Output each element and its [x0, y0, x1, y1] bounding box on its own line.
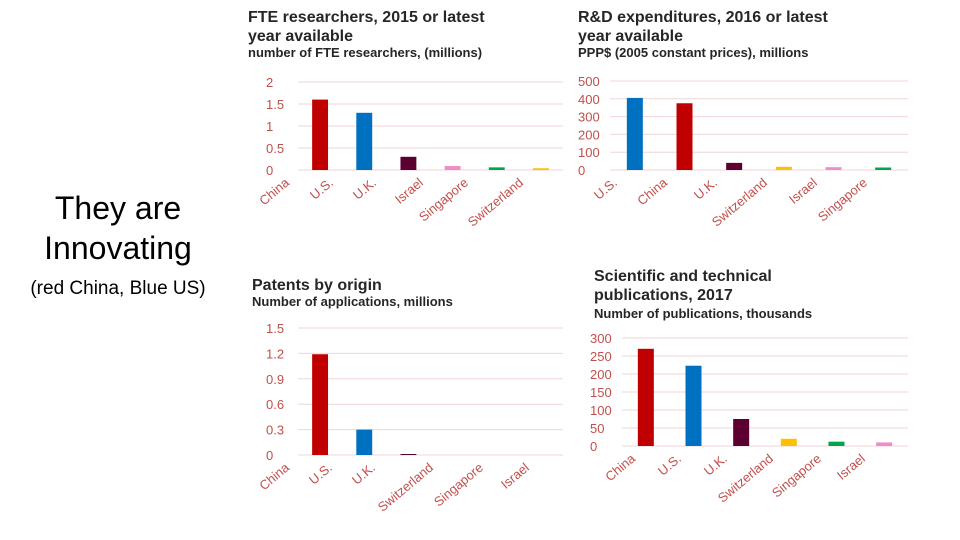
bar-u-k — [400, 156, 417, 170]
bar-u-k — [726, 162, 743, 170]
y-tick-label: 0 — [578, 163, 585, 178]
y-tick-label: 500 — [578, 74, 600, 89]
x-label-u-k: U.K. — [349, 460, 378, 488]
x-label-israel: Israel — [498, 460, 532, 492]
y-tick-label: 300 — [590, 331, 612, 346]
x-label-switzerland: Switzerland — [709, 175, 770, 230]
y-tick-label: 0.9 — [266, 372, 284, 387]
chart-title-line: R&D expenditures, 2016 or latest — [578, 9, 829, 26]
chart-title-line: year available — [578, 28, 683, 45]
slide-caption: They are Innovating (red China, Blue US) — [0, 188, 236, 300]
y-tick-label: 400 — [578, 92, 600, 107]
chart-title-line: year available — [248, 28, 353, 45]
bar-singapore — [488, 167, 505, 170]
chart-publications: Scientific and technical publications, 20… — [570, 262, 915, 532]
chart-title-line: Patents by origin — [252, 277, 382, 294]
x-label-u-k: U.K. — [701, 451, 730, 479]
x-label-china: China — [256, 459, 292, 493]
bar-china — [312, 354, 329, 455]
y-tick-label: 0 — [590, 439, 597, 454]
chart-title-line: FTE researchers, 2015 or latest — [248, 9, 485, 26]
x-label-china: China — [256, 174, 292, 208]
x-label-switzerland: Switzerland — [465, 175, 526, 230]
y-tick-label: 200 — [578, 127, 600, 142]
y-tick-label: 0 — [266, 163, 273, 178]
chart-patents: Patents by origin Number of applications,… — [238, 262, 568, 532]
x-label-u-s: U.S. — [307, 175, 336, 203]
x-label-u-s: U.S. — [591, 175, 620, 203]
x-label-china: China — [634, 174, 670, 208]
y-tick-label: 0 — [266, 448, 273, 463]
y-tick-label: 100 — [590, 403, 612, 418]
x-label-switzerland: Switzerland — [375, 460, 436, 515]
bar-u-s — [685, 365, 702, 446]
bar-singapore — [828, 441, 845, 446]
x-label-israel: Israel — [834, 451, 868, 483]
bar-israel — [444, 166, 461, 170]
y-tick-label: 100 — [578, 145, 600, 160]
chart-rd-expenditures: R&D expenditures, 2016 or latest year ava… — [570, 0, 915, 255]
bar-switzerland — [775, 166, 792, 170]
y-tick-label: 1.5 — [266, 321, 284, 336]
y-tick-label: 50 — [590, 421, 604, 436]
chart-svg: FTE researchers, 2015 or latest year avai… — [248, 9, 563, 230]
x-label-singapore: Singapore — [416, 175, 471, 225]
chart-svg: Scientific and technical publications, 20… — [590, 268, 908, 505]
x-label-u-s: U.S. — [655, 451, 684, 479]
chart-title-line: publications, 2017 — [594, 287, 733, 304]
y-tick-label: 1.2 — [266, 346, 284, 361]
x-label-china: China — [602, 450, 638, 484]
slide-heading-line1: They are — [54, 190, 182, 226]
chart-subtitle: PPP$ (2005 constant prices), millions — [578, 45, 808, 60]
bar-u-s — [626, 97, 643, 170]
y-tick-label: 300 — [578, 110, 600, 125]
chart-svg: R&D expenditures, 2016 or latest year ava… — [578, 9, 908, 230]
chart-subtitle: Number of publications, thousands — [594, 306, 812, 321]
y-tick-label: 150 — [590, 385, 612, 400]
x-label-u-k: U.K. — [691, 175, 720, 203]
x-label-israel: Israel — [786, 175, 820, 207]
y-tick-label: 0.3 — [266, 423, 284, 438]
bar-u-s — [356, 112, 373, 170]
bar-china — [637, 348, 654, 446]
x-label-u-s: U.S. — [306, 460, 335, 488]
chart-subtitle: number of FTE researchers, (millions) — [248, 45, 482, 60]
x-label-singapore: Singapore — [815, 175, 870, 225]
y-tick-label: 0.5 — [266, 141, 284, 156]
bar-israel — [876, 442, 893, 446]
slide-heading-line2: Innovating — [44, 230, 192, 266]
chart-subtitle: Number of applications, millions — [252, 294, 453, 309]
y-tick-label: 1 — [266, 119, 273, 134]
bar-israel — [825, 167, 842, 170]
y-tick-label: 2 — [266, 75, 273, 90]
x-label-u-k: U.K. — [350, 175, 379, 203]
bar-switzerland — [532, 168, 549, 170]
x-label-singapore: Singapore — [769, 451, 824, 501]
bar-singapore — [875, 167, 892, 170]
bar-switzerland — [780, 438, 797, 446]
bar-u-k — [733, 419, 750, 446]
chart-fte-researchers: FTE researchers, 2015 or latest year avai… — [238, 0, 568, 255]
bar-u-s — [356, 429, 373, 455]
bar-china — [312, 99, 329, 170]
bar-china — [676, 103, 693, 170]
slide-note: (red China, Blue US) — [30, 278, 206, 299]
chart-title-line: Scientific and technical — [594, 268, 772, 285]
y-tick-label: 200 — [590, 367, 612, 382]
y-tick-label: 0.6 — [266, 397, 284, 412]
y-tick-label: 1.5 — [266, 97, 284, 112]
y-tick-label: 250 — [590, 349, 612, 364]
bar-u-k — [400, 454, 417, 455]
x-label-singapore: Singapore — [431, 460, 486, 510]
x-label-israel: Israel — [392, 175, 426, 207]
